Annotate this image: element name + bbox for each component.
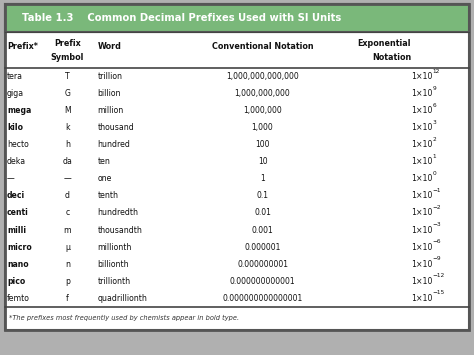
Text: tera: tera <box>7 72 23 81</box>
Text: —: — <box>64 174 71 184</box>
Text: Symbol: Symbol <box>51 53 84 61</box>
Text: nano: nano <box>7 260 29 269</box>
Text: quadrillionth: quadrillionth <box>98 294 147 302</box>
Text: d: d <box>65 191 70 201</box>
Text: centi: centi <box>7 208 29 218</box>
Text: 3: 3 <box>433 120 436 125</box>
Text: 2: 2 <box>433 137 436 142</box>
Text: c: c <box>65 208 70 218</box>
Text: billionth: billionth <box>98 260 129 269</box>
Text: 1×10: 1×10 <box>411 72 433 81</box>
Text: 6: 6 <box>433 103 436 108</box>
Text: 1×10: 1×10 <box>411 277 433 285</box>
Text: 1: 1 <box>433 154 436 159</box>
Text: Word: Word <box>98 42 121 50</box>
FancyBboxPatch shape <box>5 4 469 330</box>
Text: femto: femto <box>7 294 30 302</box>
Text: 1×10: 1×10 <box>411 174 433 184</box>
Text: 1×10: 1×10 <box>411 191 433 201</box>
Text: deka: deka <box>7 157 26 166</box>
Text: G: G <box>64 89 70 98</box>
Text: 0.001: 0.001 <box>252 225 273 235</box>
Text: Table 1.3    Common Decimal Prefixes Used with SI Units: Table 1.3 Common Decimal Prefixes Used w… <box>22 13 341 23</box>
Text: m: m <box>64 225 71 235</box>
Text: 1×10: 1×10 <box>411 208 433 218</box>
Text: h: h <box>65 140 70 149</box>
Text: −6: −6 <box>433 239 441 244</box>
Text: 0.000000001: 0.000000001 <box>237 260 288 269</box>
Text: hecto: hecto <box>7 140 29 149</box>
Text: Exponential: Exponential <box>358 39 411 49</box>
Text: 0.000000000000001: 0.000000000000001 <box>222 294 303 302</box>
Text: p: p <box>65 277 70 285</box>
Text: 1×10: 1×10 <box>411 123 433 132</box>
Text: Prefix: Prefix <box>54 39 81 49</box>
Text: 0.000001: 0.000001 <box>245 242 281 252</box>
Text: 0.01: 0.01 <box>254 208 271 218</box>
Text: giga: giga <box>7 89 24 98</box>
Text: trillion: trillion <box>98 72 123 81</box>
Text: 1×10: 1×10 <box>411 260 433 269</box>
Text: 1,000: 1,000 <box>252 123 273 132</box>
Text: 12: 12 <box>433 69 440 74</box>
Text: mega: mega <box>7 106 31 115</box>
Text: k: k <box>65 123 70 132</box>
Text: Conventional Notation: Conventional Notation <box>212 42 313 50</box>
Text: 1×10: 1×10 <box>411 106 433 115</box>
Text: 1: 1 <box>260 174 265 184</box>
Text: 1×10: 1×10 <box>411 225 433 235</box>
Text: trillionth: trillionth <box>98 277 131 285</box>
Text: −2: −2 <box>433 205 441 210</box>
Text: *The prefixes most frequently used by chemists appear in bold type.: *The prefixes most frequently used by ch… <box>9 315 239 321</box>
Text: 1,000,000: 1,000,000 <box>243 106 282 115</box>
Text: −12: −12 <box>433 273 445 278</box>
Text: pico: pico <box>7 277 25 285</box>
Text: tenth: tenth <box>98 191 118 201</box>
Text: 1×10: 1×10 <box>411 242 433 252</box>
Text: T: T <box>65 72 70 81</box>
Text: −15: −15 <box>433 290 445 295</box>
Text: ten: ten <box>98 157 110 166</box>
Text: billion: billion <box>98 89 121 98</box>
Text: 0: 0 <box>433 171 436 176</box>
Text: −9: −9 <box>433 256 441 261</box>
Text: kilo: kilo <box>7 123 23 132</box>
Text: Notation: Notation <box>372 53 411 61</box>
Text: hundredth: hundredth <box>98 208 138 218</box>
Text: M: M <box>64 106 71 115</box>
Text: 0.1: 0.1 <box>256 191 269 201</box>
Text: 1,000,000,000,000: 1,000,000,000,000 <box>226 72 299 81</box>
Text: deci: deci <box>7 191 25 201</box>
Text: 1×10: 1×10 <box>411 157 433 166</box>
Text: −3: −3 <box>433 222 441 227</box>
Text: μ: μ <box>65 242 70 252</box>
Text: one: one <box>98 174 112 184</box>
Text: 1×10: 1×10 <box>411 89 433 98</box>
Text: milli: milli <box>7 225 26 235</box>
FancyBboxPatch shape <box>5 4 469 32</box>
Text: million: million <box>98 106 124 115</box>
Text: 100: 100 <box>255 140 270 149</box>
Text: millionth: millionth <box>98 242 132 252</box>
Text: 9: 9 <box>433 86 436 91</box>
Text: f: f <box>66 294 69 302</box>
Text: —: — <box>7 174 15 184</box>
Text: micro: micro <box>7 242 32 252</box>
Text: Prefix*: Prefix* <box>7 42 38 50</box>
Text: 1,000,000,000: 1,000,000,000 <box>235 89 291 98</box>
Text: thousandth: thousandth <box>98 225 143 235</box>
Text: 0.000000000001: 0.000000000001 <box>230 277 295 285</box>
Text: n: n <box>65 260 70 269</box>
Text: 1×10: 1×10 <box>411 294 433 302</box>
Text: thousand: thousand <box>98 123 135 132</box>
Text: −1: −1 <box>433 188 441 193</box>
Text: hundred: hundred <box>98 140 130 149</box>
Text: 1×10: 1×10 <box>411 140 433 149</box>
Text: da: da <box>63 157 73 166</box>
Text: 10: 10 <box>258 157 267 166</box>
